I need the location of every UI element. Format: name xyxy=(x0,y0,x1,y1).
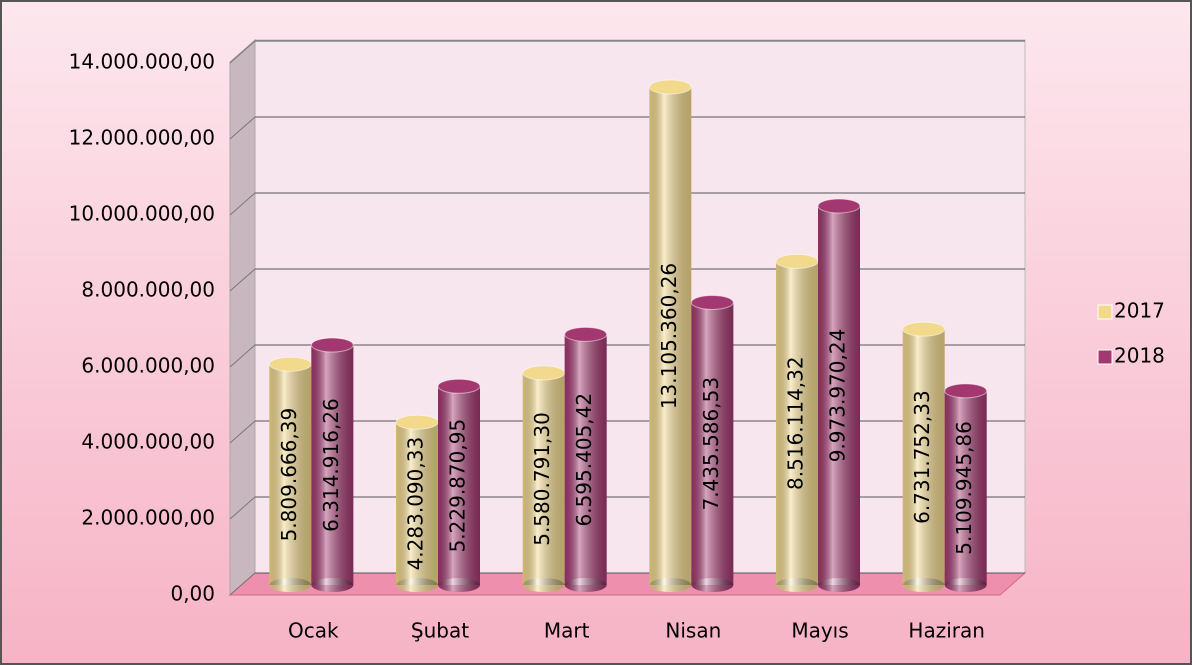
bar-base-shade xyxy=(269,578,312,592)
grid-line-side xyxy=(229,344,256,368)
y-tick-label: 4.000.000,00 xyxy=(81,430,215,454)
bar-cap xyxy=(395,414,439,430)
x-tick-label: Mart xyxy=(544,619,590,643)
bar-cap xyxy=(902,321,946,337)
y-tick-label: 0,00 xyxy=(170,582,215,606)
x-tick-label: Ocak xyxy=(288,619,339,643)
bar-base-shade xyxy=(776,578,818,592)
value-label: 6.731.752,33 xyxy=(910,390,934,524)
grid-line-side xyxy=(229,420,256,444)
side-wall xyxy=(229,38,256,597)
y-tick-label: 2.000.000,00 xyxy=(81,506,215,530)
bar-shade xyxy=(649,86,692,585)
bar-shade xyxy=(438,386,480,585)
bar-shade xyxy=(522,372,565,585)
bar-base-shade xyxy=(818,578,860,592)
bar-base-shade xyxy=(902,578,945,592)
bar-base-shade xyxy=(438,578,480,592)
value-label: 9.973.970,24 xyxy=(826,329,850,463)
bar-shade xyxy=(396,422,438,585)
grid-line-side xyxy=(229,116,256,140)
bar-shade xyxy=(818,205,860,585)
bar-cap xyxy=(775,253,819,269)
grid-line-side xyxy=(229,192,256,216)
y-tick-label: 10.000.000,00 xyxy=(69,202,215,226)
bar-cap xyxy=(944,383,988,399)
y-tick-label: 8.000.000,00 xyxy=(81,278,215,302)
legend-label: 2017 xyxy=(1114,299,1165,323)
bar-base-shade xyxy=(649,578,692,592)
bar-base-shade xyxy=(564,578,607,592)
bar-cap xyxy=(522,365,566,381)
value-label: 5.229.870,95 xyxy=(446,419,470,553)
bar-base-shade xyxy=(522,578,565,592)
grid-line-side xyxy=(229,40,256,64)
bar-shade xyxy=(902,329,945,585)
bar-base-shade xyxy=(944,578,987,592)
grid-line-side xyxy=(229,268,256,292)
bar-shade xyxy=(776,261,818,585)
legend-swatch xyxy=(1097,349,1113,365)
value-label: 5.109.945,86 xyxy=(952,421,976,555)
y-tick-label: 14.000.000,00 xyxy=(69,50,215,74)
bar-cap xyxy=(310,337,354,353)
bar-shade xyxy=(944,390,987,585)
grid-line-side xyxy=(229,572,256,596)
value-label: 6.314.916,26 xyxy=(319,398,343,532)
value-label: 4.283.090,33 xyxy=(404,437,428,571)
bar-shade xyxy=(311,345,354,585)
value-label: 6.595.405,42 xyxy=(572,393,596,527)
grid-line-side xyxy=(229,496,256,520)
bar-shade xyxy=(691,302,734,585)
y-tick-label: 6.000.000,00 xyxy=(81,354,215,378)
bar-cap xyxy=(817,198,861,214)
x-tick-label: Nisan xyxy=(665,619,721,643)
x-tick-label: Şubat xyxy=(411,619,469,643)
value-label: 5.580.791,30 xyxy=(530,412,554,546)
bar-base-shade xyxy=(691,578,734,592)
value-label: 8.516.114,32 xyxy=(784,356,808,490)
value-label: 7.435.586,53 xyxy=(699,377,723,511)
value-label: 13.105.360,26 xyxy=(657,263,681,409)
legend-label: 2018 xyxy=(1114,344,1165,368)
x-tick-label: Mayıs xyxy=(791,619,848,643)
bar-cap xyxy=(648,79,692,95)
bar-base-shade xyxy=(311,578,354,592)
bar-cap xyxy=(564,326,608,342)
bar-shade xyxy=(564,334,607,585)
bar-cap xyxy=(268,356,312,372)
bar-shade xyxy=(269,364,312,585)
y-tick-label: 12.000.000,00 xyxy=(69,126,215,150)
bar-cap xyxy=(437,378,481,394)
x-tick-label: Haziran xyxy=(908,619,985,643)
bar-cap xyxy=(690,294,734,310)
legend-swatch xyxy=(1097,304,1113,320)
value-label: 5.809.666,39 xyxy=(277,408,301,542)
bar-base-shade xyxy=(396,578,438,592)
